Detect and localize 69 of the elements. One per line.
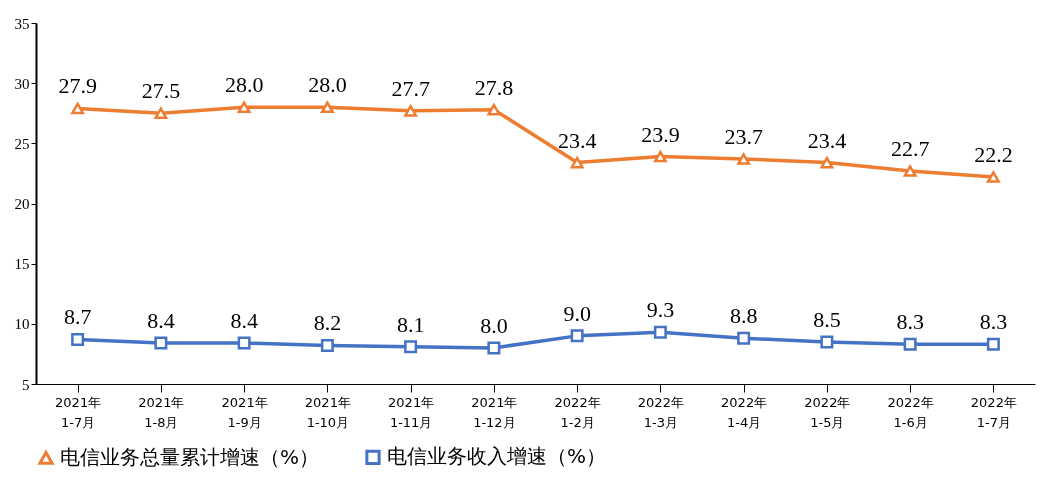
y-tick-label: 30 (14, 75, 30, 92)
data-label: 8.1 (396, 311, 425, 337)
data-label: 8.0 (480, 312, 508, 338)
point (320, 101, 334, 114)
data-label: 8.4 (230, 308, 258, 334)
point (986, 337, 1000, 351)
data-label: 27.9 (58, 73, 97, 99)
y-tick-label: 15 (14, 256, 30, 273)
data-label: 9.0 (563, 300, 591, 326)
data-label: 28.0 (308, 72, 347, 98)
point (737, 331, 751, 345)
point (71, 102, 85, 115)
legend-label: 电信业务总量累计增速（%） (60, 444, 320, 469)
data-label: 23.7 (724, 123, 763, 149)
point (903, 165, 917, 177)
data-label: 8.2 (313, 310, 342, 336)
data-label: 27.7 (391, 75, 430, 101)
point (237, 336, 251, 350)
x-tick-label: 2022年 1-6月 (887, 394, 934, 430)
point (487, 341, 501, 355)
data-label: 22.2 (974, 142, 1013, 168)
point (986, 171, 1000, 183)
x-tick-label: 2022年 1-4月 (721, 394, 768, 430)
x-tick-label: 2021年 1-8月 (138, 394, 185, 430)
data-label: 23.4 (557, 127, 597, 153)
point (71, 332, 85, 346)
y-tick-label: 35 (14, 15, 30, 32)
point (653, 150, 667, 163)
data-label: 28.0 (224, 72, 264, 98)
data-label: 8.5 (813, 306, 841, 332)
x-tick-label: 2021年 1-12月 (471, 394, 518, 430)
data-label: 27.5 (141, 78, 181, 104)
data-label: 8.3 (979, 309, 1008, 335)
data-label: 23.9 (641, 121, 680, 147)
point (820, 156, 834, 169)
data-label: 22.7 (890, 136, 930, 162)
data-label: 8.4 (147, 308, 175, 334)
point (820, 335, 834, 349)
point (320, 339, 334, 352)
x-tick-label: 2022年 1-2月 (554, 394, 601, 430)
point (404, 340, 418, 354)
point (487, 103, 501, 116)
point (404, 105, 418, 117)
x-tick-label: 2022年 1-5月 (804, 394, 851, 430)
data-label: 8.3 (896, 309, 924, 335)
y-tick-label: 25 (14, 135, 30, 152)
x-tick-label: 2021年 1-11月 (388, 394, 435, 430)
point (903, 337, 917, 351)
data-label: 23.4 (807, 127, 847, 153)
x-tick-label: 2021年 1-7月 (55, 394, 102, 430)
legend-label: 电信业务收入增速（%） (387, 444, 607, 469)
point (154, 336, 168, 350)
data-label: 8.8 (729, 303, 758, 329)
data-label: 27.8 (474, 74, 514, 100)
y-tick-label: 20 (14, 196, 30, 212)
point (737, 153, 751, 165)
x-tick-label: 2022年 1-7月 (970, 394, 1017, 430)
data-label: 8.7 (63, 304, 92, 330)
y-tick-label: 10 (14, 316, 30, 333)
point (570, 156, 584, 169)
point (154, 107, 168, 120)
point (237, 101, 251, 114)
point (653, 325, 667, 339)
data-label: 9.3 (646, 297, 675, 323)
point (570, 329, 584, 343)
y-tick-label: 5 (22, 376, 30, 393)
x-tick-label: 2021年 1-10月 (304, 394, 351, 430)
x-tick-label: 2021年 1-9月 (221, 394, 268, 430)
x-tick-label: 2022年 1-3月 (637, 394, 684, 430)
